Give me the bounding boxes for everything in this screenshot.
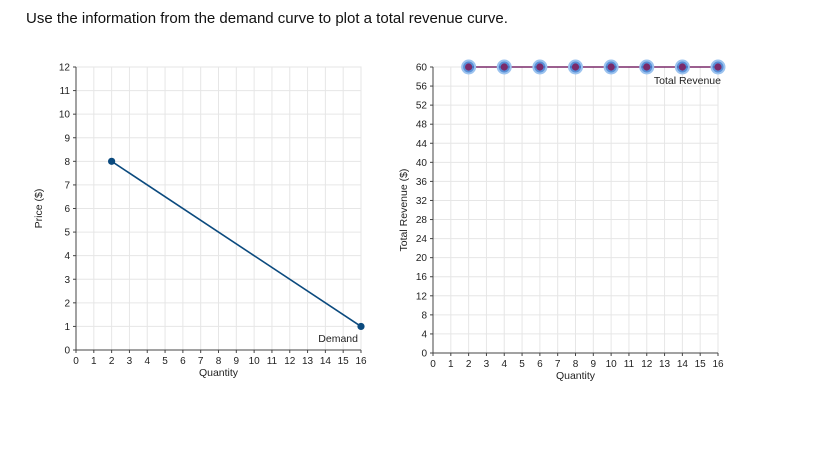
y-tick-label: 0: [64, 346, 70, 357]
data-point: [108, 158, 115, 165]
y-tick-label: 28: [416, 215, 428, 226]
y-axis-label: Total Revenue ($): [398, 169, 410, 252]
y-tick-label: 1: [64, 322, 70, 333]
y-tick-label: 2: [64, 298, 70, 309]
x-axis-label: Quantity: [199, 367, 239, 379]
x-tick-label: 15: [695, 359, 707, 370]
x-tick-label: 14: [320, 356, 332, 367]
x-tick-label: 8: [573, 359, 579, 370]
x-tick-label: 7: [555, 359, 561, 370]
y-tick-label: 4: [64, 251, 70, 262]
x-tick-label: 13: [659, 359, 671, 370]
y-tick-label: 44: [416, 139, 428, 150]
x-tick-label: 16: [712, 359, 724, 370]
data-point: [501, 63, 508, 70]
series-label: Total Revenue: [654, 75, 721, 87]
y-tick-label: 48: [416, 120, 428, 131]
y-tick-label: 6: [64, 204, 70, 215]
y-tick-label: 40: [416, 158, 428, 169]
y-tick-label: 32: [416, 196, 428, 207]
y-tick-label: 36: [416, 177, 428, 188]
x-tick-label: 6: [537, 359, 543, 370]
x-tick-label: 3: [127, 356, 133, 367]
x-tick-label: 6: [180, 356, 186, 367]
y-tick-label: 8: [64, 157, 70, 168]
data-point: [536, 63, 543, 70]
y-tick-label: 56: [416, 82, 428, 93]
data-point: [357, 323, 364, 330]
y-tick-label: 52: [416, 101, 428, 112]
x-tick-label: 9: [234, 356, 240, 367]
y-tick-label: 60: [416, 63, 428, 74]
x-tick-label: 4: [501, 359, 507, 370]
y-tick-label: 16: [416, 272, 428, 283]
x-tick-label: 4: [144, 356, 150, 367]
y-tick-label: 7: [64, 180, 70, 191]
x-tick-label: 0: [430, 359, 436, 370]
y-tick-label: 12: [416, 291, 428, 302]
y-tick-label: 0: [421, 349, 427, 360]
y-tick-label: 11: [60, 86, 71, 97]
y-tick-label: 8: [421, 310, 427, 321]
x-tick-label: 15: [338, 356, 350, 367]
data-point: [714, 63, 721, 70]
x-tick-label: 16: [355, 356, 367, 367]
x-tick-label: 10: [606, 359, 618, 370]
x-axis-label: Quantity: [556, 370, 596, 382]
demand-chart: 0 1 2 3 4 5 6 7 8 9 10 11 12 13 14 15 160123456789101112…: [33, 63, 367, 380]
x-tick-label: 12: [641, 359, 653, 370]
x-tick-label: 7: [198, 356, 204, 367]
x-tick-label: 11: [267, 356, 278, 367]
y-tick-label: 5: [64, 228, 70, 239]
data-point: [572, 63, 579, 70]
x-tick-label: 2: [466, 359, 472, 370]
x-tick-label: 1: [448, 359, 454, 370]
total-revenue-chart[interactable]: 0 1 2 3 4 5 6 7 8 9 10 11 12 13 14 15 160481216202428323…: [398, 61, 725, 383]
y-tick-label: 10: [59, 110, 71, 121]
x-tick-label: 3: [484, 359, 490, 370]
data-point: [608, 63, 615, 70]
y-tick-label: 24: [416, 234, 428, 245]
series-label: Demand: [318, 333, 358, 345]
data-point: [465, 63, 472, 70]
x-tick-label: 5: [519, 359, 525, 370]
y-axis-label: Price ($): [33, 189, 45, 229]
x-tick-label: 12: [284, 356, 296, 367]
y-tick-label: 12: [59, 63, 71, 74]
data-point: [643, 63, 650, 70]
y-tick-label: 4: [421, 329, 427, 340]
x-tick-label: 13: [302, 356, 314, 367]
x-tick-label: 1: [91, 356, 97, 367]
x-tick-label: 10: [249, 356, 261, 367]
y-tick-label: 20: [416, 253, 428, 264]
x-tick-label: 5: [162, 356, 168, 367]
x-tick-label: 2: [109, 356, 115, 367]
x-tick-label: 9: [591, 359, 597, 370]
x-tick-label: 14: [677, 359, 689, 370]
x-tick-label: 0: [73, 356, 79, 367]
y-tick-label: 3: [64, 275, 70, 286]
x-tick-label: 8: [216, 356, 222, 367]
x-tick-label: 11: [624, 359, 635, 370]
y-tick-label: 9: [64, 133, 70, 144]
data-point: [679, 63, 686, 70]
